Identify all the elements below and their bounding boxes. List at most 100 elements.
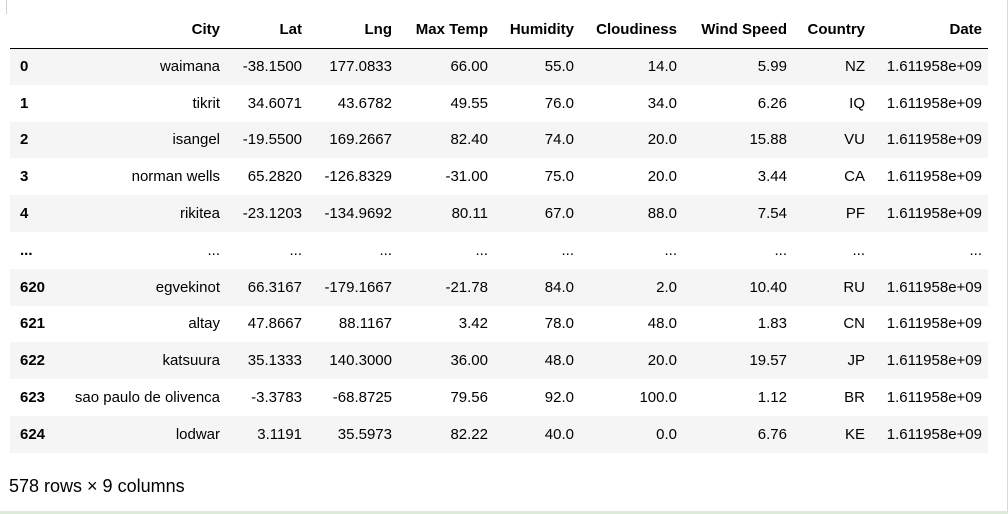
table-cell: 40.0 bbox=[544, 425, 574, 443]
table-row: .............................. bbox=[10, 231, 988, 269]
table-cell: 0.0 bbox=[656, 425, 677, 443]
next-cell-edge bbox=[0, 511, 1008, 514]
table-cell: rikitea bbox=[179, 205, 220, 223]
table-cell: 19.57 bbox=[749, 352, 787, 370]
row-index: 623 bbox=[20, 389, 46, 407]
table-cell: ... bbox=[379, 241, 392, 259]
table-cell: 82.40 bbox=[450, 131, 488, 149]
table-cell: 88.0 bbox=[647, 205, 677, 223]
table-cell: 67.0 bbox=[544, 205, 574, 223]
table-cell: ... bbox=[664, 241, 677, 259]
table-cell: 78.0 bbox=[544, 315, 574, 333]
table-row: 1 tikrit 34.6071 43.6782 49.55 76.0 34.0 6.26 IQ… bbox=[10, 84, 988, 122]
table-cell: 177.0833 bbox=[329, 58, 392, 76]
row-index: ... bbox=[20, 241, 33, 259]
table-cell: ... bbox=[561, 241, 574, 259]
row-index: 2 bbox=[20, 131, 29, 149]
table-cell: 3.42 bbox=[458, 315, 488, 333]
table-cell: -23.1203 bbox=[242, 205, 302, 223]
table-cell: 20.0 bbox=[647, 131, 677, 149]
table-body: 0 waimana -38.1500 177.0833 66.00 55.0 14.0 5.9… bbox=[10, 48, 988, 453]
column-header: Country bbox=[793, 11, 871, 49]
cell-edge-divider bbox=[0, 0, 7, 14]
table-cell: 10.40 bbox=[749, 278, 787, 296]
table-row: 2 isangel -19.5500 169.2667 82.40 74.0 20.0 15.… bbox=[10, 121, 988, 159]
table-cell: RU bbox=[843, 278, 865, 296]
row-index: 1 bbox=[20, 94, 29, 112]
table-cell: KE bbox=[844, 425, 865, 443]
table-cell: 1.611958e+09 bbox=[886, 389, 982, 407]
table-cell: 82.22 bbox=[450, 425, 488, 443]
table-cell: JP bbox=[847, 352, 865, 370]
column-header: City bbox=[56, 11, 226, 49]
table-cell: 79.56 bbox=[450, 389, 488, 407]
table-cell: -3.3783 bbox=[251, 389, 302, 407]
table-cell: 34.0 bbox=[647, 94, 677, 112]
table-cell: 1.611958e+09 bbox=[886, 94, 982, 112]
table-cell: 35.1333 bbox=[247, 352, 302, 370]
table-row: 624 lodwar 3.1191 35.5973 82.22 40.0 0.0 6.76 KE… bbox=[10, 415, 988, 453]
table-cell: ... bbox=[852, 241, 865, 259]
table-cell: -68.8725 bbox=[332, 389, 392, 407]
table-cell: 1.611958e+09 bbox=[886, 278, 982, 296]
column-header: Lng bbox=[308, 11, 398, 49]
row-index: 621 bbox=[20, 315, 46, 333]
table-cell: 66.3167 bbox=[247, 278, 302, 296]
row-index: 624 bbox=[20, 425, 46, 443]
table-row: 4 rikitea -23.1203 -134.9692 80.11 67.0 88.0 7.… bbox=[10, 195, 988, 232]
column-header: Cloudiness bbox=[580, 11, 683, 49]
table-cell: PF bbox=[845, 205, 865, 223]
table-cell: 6.76 bbox=[757, 425, 787, 443]
table-cell: altay bbox=[188, 315, 220, 333]
table-cell: 48.0 bbox=[544, 352, 574, 370]
table-cell: 20.0 bbox=[647, 352, 677, 370]
table-cell: ... bbox=[289, 241, 302, 259]
table-cell: 7.54 bbox=[757, 205, 787, 223]
table-row: 620 egvekinot 66.3167 -179.1667 -21.78 84.0 2.… bbox=[10, 268, 988, 306]
column-header: Wind Speed bbox=[683, 11, 793, 49]
table-cell: 3.1191 bbox=[257, 425, 302, 443]
table-cell: NZ bbox=[845, 58, 865, 76]
column-header: Max Temp bbox=[398, 11, 494, 49]
table-cell: 80.11 bbox=[451, 205, 488, 223]
table-cell: 65.2820 bbox=[247, 168, 302, 186]
table-cell: IQ bbox=[849, 94, 865, 112]
table-cell: 88.1167 bbox=[338, 315, 392, 333]
table-cell: 43.6782 bbox=[337, 94, 392, 112]
table-cell: 66.00 bbox=[450, 58, 488, 76]
table-cell: ... bbox=[475, 241, 488, 259]
table-cell: waimana bbox=[159, 58, 220, 76]
table-cell: 1.83 bbox=[757, 315, 787, 333]
column-header: Date bbox=[871, 11, 988, 49]
column-header: Lat bbox=[226, 11, 308, 49]
column-header: Humidity bbox=[494, 11, 580, 49]
table-row: 3 norman wells 65.2820 -126.8329 -31.00 75.0 2… bbox=[10, 158, 988, 196]
table-cell: 140.3000 bbox=[329, 352, 392, 370]
table-cell: 20.0 bbox=[647, 168, 677, 186]
index-column-header bbox=[10, 11, 56, 49]
table-cell: 2.0 bbox=[656, 278, 677, 296]
table-cell: 55.0 bbox=[544, 58, 574, 76]
table-cell: ... bbox=[207, 241, 220, 259]
table-cell: -134.9692 bbox=[324, 205, 392, 223]
table-row: 0 waimana -38.1500 177.0833 66.00 55.0 14.0 5.9… bbox=[10, 48, 988, 85]
row-index: 0 bbox=[20, 58, 29, 76]
table-cell: ... bbox=[774, 241, 787, 259]
table-cell: norman wells bbox=[131, 168, 220, 186]
table-cell: 1.611958e+09 bbox=[886, 58, 982, 76]
table-cell: -21.78 bbox=[445, 278, 488, 296]
table-cell: 6.26 bbox=[757, 94, 787, 112]
table-cell: -31.00 bbox=[445, 168, 488, 186]
table-cell: 14.0 bbox=[647, 58, 677, 76]
table-cell: 74.0 bbox=[544, 131, 574, 149]
table-cell: 75.0 bbox=[544, 168, 574, 186]
table-row: 621 altay 47.8667 88.1167 3.42 78.0 48.0 1.83 CN… bbox=[10, 305, 988, 343]
table-cell: isangel bbox=[172, 131, 220, 149]
table-cell: 3.44 bbox=[757, 168, 787, 186]
dataframe-table: City Lat Lng Max Temp Humidity Cloudiness Wind… bbox=[10, 11, 988, 453]
table-cell: sao paulo de olivenca bbox=[74, 389, 220, 407]
table-cell: 34.6071 bbox=[247, 94, 302, 112]
table-cell: 1.12 bbox=[757, 389, 787, 407]
table-cell: 1.611958e+09 bbox=[886, 205, 982, 223]
